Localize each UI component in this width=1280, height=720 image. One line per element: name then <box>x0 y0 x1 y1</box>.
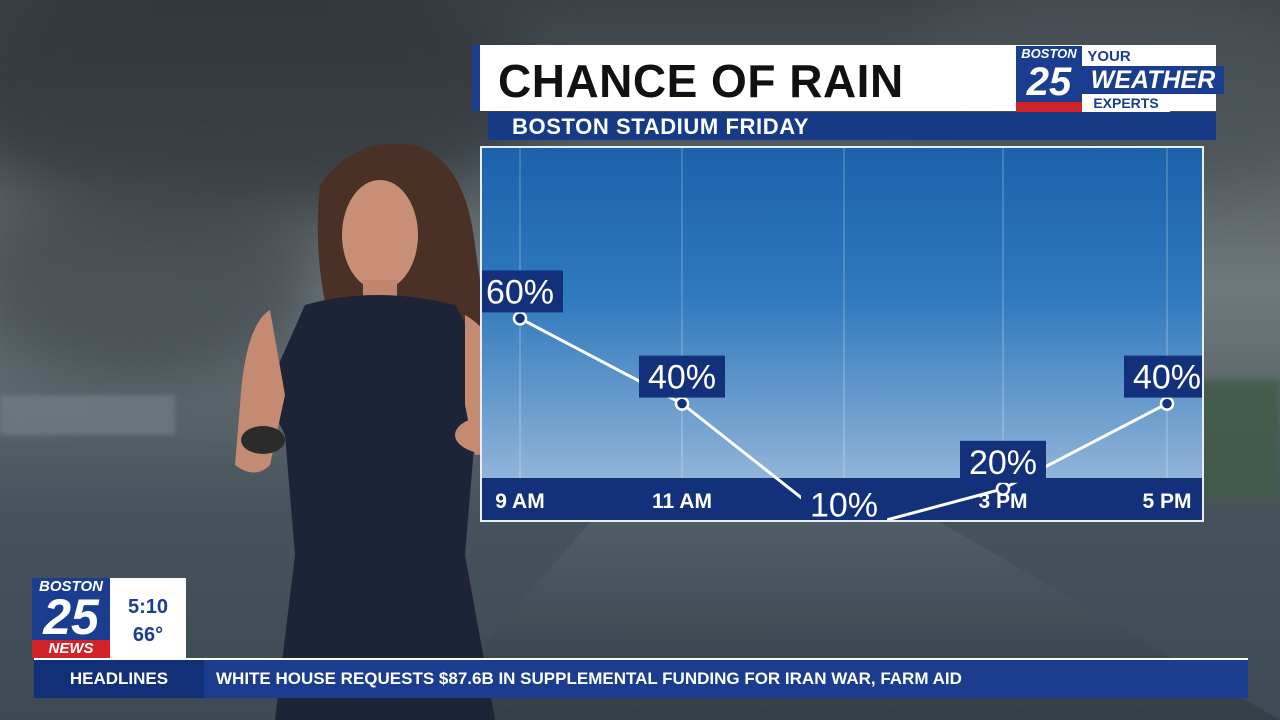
logo-number: 25 <box>1016 60 1082 104</box>
x-tick-label: 3 PM <box>978 490 1027 513</box>
ticker-text: WHITE HOUSE REQUESTS $87.6B IN SUPPLEMEN… <box>216 669 962 688</box>
data-label: 20% <box>969 444 1037 482</box>
data-label: 60% <box>486 273 554 311</box>
station-bug: BOSTON 25 NEWS 5:10 66° <box>32 578 186 658</box>
x-tick-label: 5 PM <box>1142 490 1191 513</box>
chart-subtitle: BOSTON STADIUM FRIDAY <box>512 114 809 139</box>
current-temp: 66° <box>132 624 164 646</box>
logo-weather: WEATHER <box>1082 66 1224 94</box>
logo-station: BOSTON <box>1016 46 1082 62</box>
data-label-box <box>801 483 887 520</box>
logo-experts: EXPERTS <box>1082 94 1170 112</box>
time-temp-box: 5:10 66° <box>110 578 186 658</box>
bug-station: BOSTON <box>39 578 103 595</box>
x-tick-label: 9 AM <box>495 490 544 513</box>
subtitle-bar <box>488 112 1216 140</box>
data-label-box <box>960 440 1046 483</box>
bug-brand: NEWS <box>32 640 110 658</box>
data-label-box <box>482 270 563 313</box>
data-point <box>995 481 1011 497</box>
current-time: 5:10 <box>127 596 169 618</box>
logo-red-bar <box>1016 102 1082 112</box>
data-point <box>512 311 528 326</box>
ticker-label: HEADLINES <box>34 660 204 698</box>
distant-trees <box>1190 380 1280 500</box>
data-label: 40% <box>648 359 716 397</box>
news-logo: BOSTON 25 NEWS <box>32 578 110 658</box>
series-line <box>519 317 1168 520</box>
data-point <box>674 396 690 411</box>
headline-ticker: HEADLINES WHITE HOUSE REQUESTS $87.6B IN… <box>34 658 1248 698</box>
x-tick-label: 11 AM <box>652 490 712 513</box>
bug-number: 25 <box>43 589 99 645</box>
weather-experts-logo: BOSTON 25 YOUR WEATHER EXPERTS <box>1014 46 1224 114</box>
data-label: 40% <box>1133 359 1201 397</box>
data-label: 10% <box>810 486 878 520</box>
data-point <box>1159 396 1175 411</box>
chart-title: CHANCE OF RAIN <box>498 55 904 107</box>
data-label-box <box>639 355 725 398</box>
logo-your: YOUR <box>1082 48 1136 66</box>
data-label-box <box>1124 355 1202 398</box>
distant-building <box>0 395 175 435</box>
